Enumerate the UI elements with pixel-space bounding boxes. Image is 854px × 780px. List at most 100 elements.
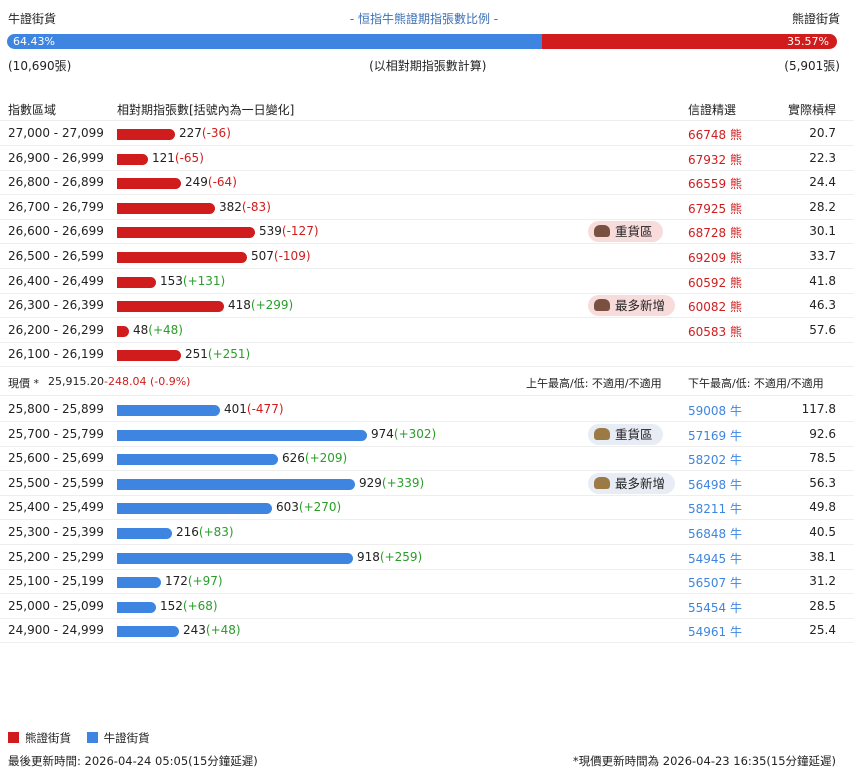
contracts-value: 418(+299) — [228, 298, 293, 312]
table-row: 26,800 - 26,899 249(-64) 66559 熊 24.4 — [0, 171, 854, 196]
cbbc-link[interactable]: 68728 熊 — [688, 226, 742, 241]
badge-label: 重貨區 — [615, 426, 653, 442]
cbbc-link[interactable]: 55454 牛 — [688, 600, 742, 615]
leverage-value: 49.8 — [809, 500, 836, 515]
contracts-count: 974 — [371, 426, 394, 441]
cbbc-link[interactable]: 60592 熊 — [688, 275, 742, 290]
leverage-value: 41.8 — [809, 273, 836, 288]
cbbc-link[interactable]: 58202 牛 — [688, 453, 742, 468]
cbbc-link[interactable]: 67925 熊 — [688, 201, 742, 216]
contracts-value: 918(+259) — [357, 550, 422, 564]
contracts-count: 227 — [179, 126, 202, 140]
cbbc-link[interactable]: 67932 熊 — [688, 152, 742, 167]
contracts-change: (+251) — [207, 347, 251, 362]
cbbc-link[interactable]: 56848 牛 — [688, 527, 742, 541]
contracts-change: (+299) — [250, 298, 294, 313]
table-row: 25,400 - 25,499 603(+270) 58211 牛 49.8 — [0, 496, 854, 521]
ratio-counts: (10,690張) (以相對期指張數計算) (5,901張) — [8, 57, 840, 74]
contracts-bar — [117, 577, 161, 589]
bear-icon — [594, 299, 610, 312]
contracts-value: 251(+251) — [185, 347, 250, 361]
badge: 最多新增 — [588, 295, 676, 317]
table-row: 26,200 - 26,299 48(+48) 60583 熊 57.6 — [0, 319, 854, 343]
index-range: 25,400 - 25,499 — [8, 500, 104, 515]
table-row: 26,600 - 26,699 539(-127) 重貨區 68728 熊 30.1 — [0, 220, 854, 245]
cbbc-link[interactable]: 57169 牛 — [688, 428, 742, 443]
cbbc-link[interactable]: 56507 牛 — [688, 576, 742, 591]
leverage-value: 117.8 — [801, 402, 836, 416]
ratio-note: (以相對期指張數計算) — [369, 59, 487, 73]
contracts-bar — [117, 227, 255, 239]
contracts-count: 539 — [259, 224, 282, 239]
cbbc-link[interactable]: 69209 熊 — [688, 251, 742, 265]
contracts-count: 249 — [185, 175, 208, 190]
contracts-change: (-477) — [246, 402, 284, 416]
table-row: 26,700 - 26,799 382(-83) 67925 熊 28.2 — [0, 196, 854, 220]
contracts-change: (-65) — [174, 150, 204, 165]
bull-count: (10,690張) — [8, 59, 72, 73]
contracts-value: 507(-109) — [251, 249, 311, 263]
cbbc-link[interactable]: 58211 牛 — [688, 502, 742, 517]
contracts-count: 243 — [183, 623, 206, 638]
current-price: 25,915.20 — [48, 375, 104, 388]
contracts-change: (+48) — [205, 623, 241, 638]
contracts-count: 382 — [219, 199, 242, 214]
leverage-value: 78.5 — [809, 451, 836, 466]
badge-label: 重貨區 — [615, 224, 653, 240]
contracts-bar — [117, 405, 220, 416]
ratio-bar: 64.43% 35.57% — [7, 34, 837, 49]
col-cbbc: 信證精選 — [688, 103, 737, 117]
index-range: 26,500 - 26,599 — [8, 249, 104, 263]
contracts-count: 603 — [276, 500, 299, 515]
bear-legend-swatch — [8, 732, 19, 743]
leverage-value: 92.6 — [809, 426, 836, 441]
col-range: 指數區域 — [8, 103, 57, 117]
table-row: 25,300 - 25,399 216(+83) 56848 牛 40.5 — [0, 521, 854, 545]
contracts-bar — [117, 626, 179, 638]
ratio-header: 牛證街貨 - 恒指牛熊證期指張數比例 - 熊證街貨 — [8, 10, 840, 28]
leverage-value: 33.7 — [809, 249, 836, 263]
bear-legend-label: 熊證街貨 — [25, 731, 71, 745]
contracts-bar — [117, 528, 172, 539]
leverage-value: 56.3 — [809, 475, 836, 490]
contracts-value: 48(+48) — [133, 323, 183, 337]
badge: 重貨區 — [588, 221, 663, 243]
bull-legend-swatch — [86, 732, 98, 743]
table-row: 25,600 - 25,699 626(+209) 58202 牛 78.5 — [0, 447, 854, 472]
contracts-change: (+131) — [182, 273, 226, 288]
contracts-bar — [117, 350, 181, 362]
contracts-count: 172 — [165, 574, 188, 589]
contracts-bar — [117, 202, 215, 214]
leverage-value: 40.5 — [809, 525, 836, 539]
contracts-value: 929(+339) — [359, 476, 424, 490]
badge-label: 最多新增 — [615, 475, 666, 491]
cbbc-link[interactable]: 66748 熊 — [688, 128, 742, 142]
contracts-count: 418 — [228, 298, 251, 313]
cbbc-link[interactable]: 54961 牛 — [688, 625, 742, 640]
cbbc-link[interactable]: 54945 牛 — [688, 551, 742, 566]
contracts-change: (+302) — [393, 426, 437, 441]
cbbc-link[interactable]: 59008 牛 — [688, 404, 742, 418]
contracts-change: (-36) — [201, 126, 231, 140]
table-row: 25,500 - 25,599 929(+339) 最多新增 56498 牛 56.3 — [0, 472, 854, 496]
leverage-value: 25.4 — [809, 623, 836, 638]
index-range: 27,000 - 27,099 — [8, 126, 104, 140]
index-range: 26,400 - 26,499 — [8, 273, 104, 288]
index-range: 25,200 - 25,299 — [8, 549, 104, 564]
contracts-bar — [117, 153, 148, 165]
contracts-bar — [117, 478, 355, 490]
table-row: 27,000 - 27,099 227(-36) 66748 熊 20.7 — [0, 122, 854, 146]
cbbc-link[interactable]: 66559 熊 — [688, 177, 742, 192]
contracts-value: 243(+48) — [183, 623, 241, 637]
bear-label: 熊證街貨 — [791, 12, 840, 26]
index-range: 26,100 - 26,199 — [8, 347, 104, 362]
table-row: 25,800 - 25,899 401(-477) 59008 牛 117.8 — [0, 398, 854, 422]
table-row: 26,100 - 26,199 251(+251) — [0, 343, 854, 368]
contracts-value: 382(-83) — [219, 200, 271, 214]
cbbc-link[interactable]: 60082 熊 — [688, 300, 742, 315]
contracts-change: (-109) — [273, 249, 311, 263]
table-row: 25,100 - 25,199 172(+97) 56507 牛 31.2 — [0, 570, 854, 595]
contracts-change: (+259) — [379, 549, 423, 564]
cbbc-link[interactable]: 60583 熊 — [688, 324, 742, 339]
cbbc-link[interactable]: 56498 牛 — [688, 477, 742, 492]
